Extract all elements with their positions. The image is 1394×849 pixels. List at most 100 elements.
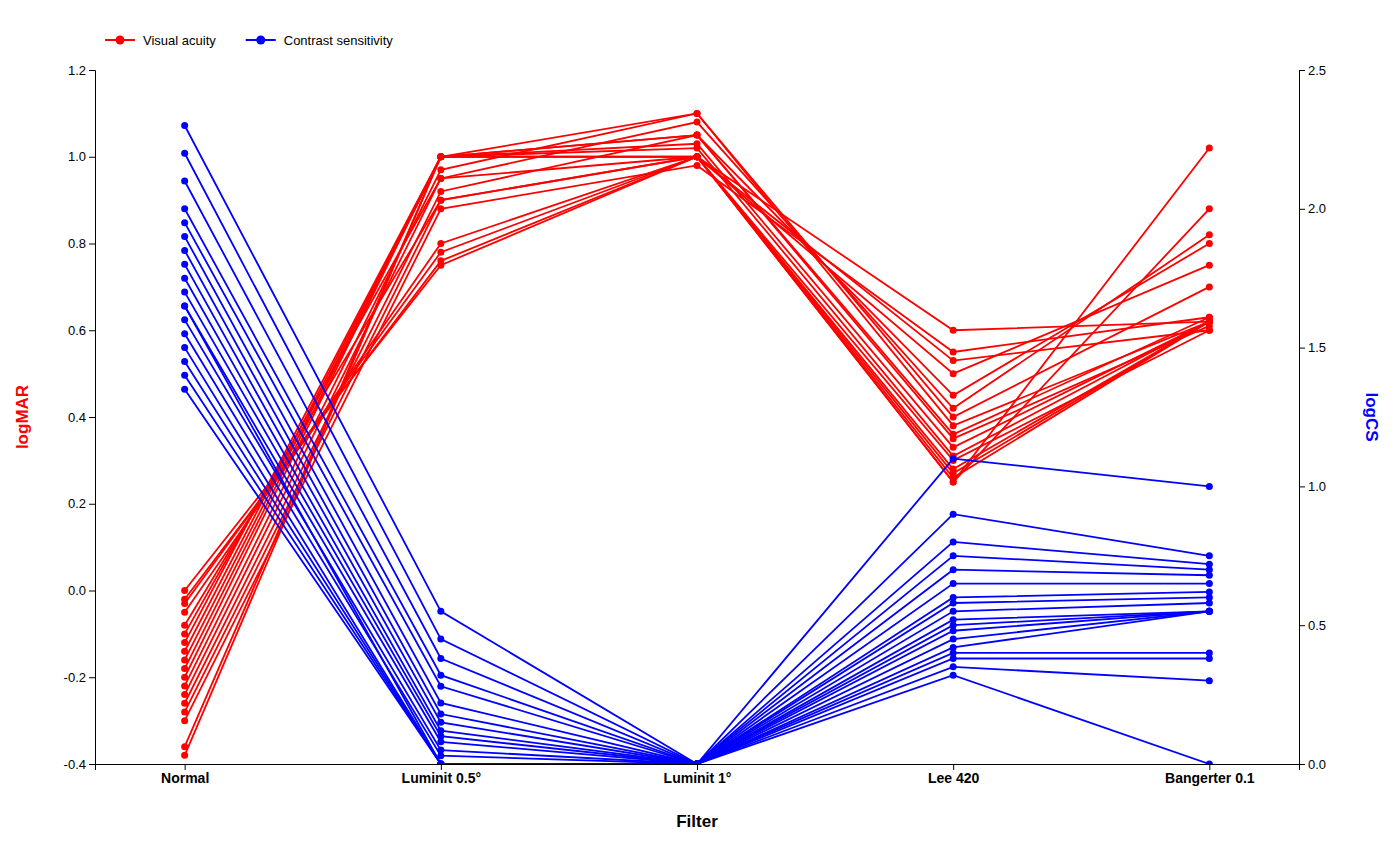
point: [181, 302, 188, 309]
line: [185, 181, 1210, 764]
point: [181, 674, 188, 681]
point: [437, 175, 444, 182]
series: [181, 344, 1213, 764]
series: [181, 153, 1213, 594]
tick-mark: [89, 157, 95, 158]
point: [950, 627, 957, 634]
point: [694, 153, 701, 160]
line: [185, 306, 1210, 764]
point: [181, 691, 188, 698]
tick: 0.4: [68, 410, 95, 425]
legend-item: Contrast sensitivity: [246, 33, 394, 48]
point: [694, 110, 701, 117]
point: [694, 761, 701, 765]
point: [181, 219, 188, 226]
point: [1206, 599, 1213, 606]
series-group: [181, 110, 1213, 764]
point: [694, 132, 701, 139]
tick-label: -0.2: [64, 670, 86, 685]
tick: 2.5: [1299, 63, 1326, 78]
line: [185, 306, 1210, 764]
point: [950, 370, 957, 377]
point: [1206, 318, 1213, 325]
line: [185, 250, 1210, 764]
line: [185, 157, 1210, 756]
point: [181, 622, 188, 629]
point: [694, 153, 701, 160]
line: [185, 389, 1210, 764]
point: [437, 153, 444, 160]
point: [437, 655, 444, 662]
legend-item: Visual acuity: [105, 33, 216, 48]
point: [437, 153, 444, 160]
tick-mark: [1299, 70, 1305, 71]
point: [437, 636, 444, 643]
point: [694, 110, 701, 117]
point: [181, 708, 188, 715]
point: [694, 761, 701, 765]
point: [950, 392, 957, 399]
point: [694, 119, 701, 126]
point: [181, 233, 188, 240]
point: [1206, 318, 1213, 325]
series: [181, 330, 1213, 764]
point: [694, 761, 701, 765]
point: [950, 538, 957, 545]
series: [181, 372, 1213, 764]
series: [181, 132, 1213, 707]
point: [1206, 608, 1213, 615]
point: [181, 372, 188, 379]
line: [185, 157, 1210, 625]
point: [181, 656, 188, 663]
tick-mark: [89, 330, 95, 331]
point: [694, 153, 701, 160]
tick: 0.8: [68, 236, 95, 251]
tick: Lee 420: [928, 764, 980, 786]
tick: Bangerter 0.1: [1165, 764, 1255, 786]
tick-label: 0.5: [1308, 618, 1326, 633]
point: [437, 249, 444, 256]
point: [694, 153, 701, 160]
series: [181, 162, 1213, 724]
point: [181, 302, 188, 309]
point: [694, 761, 701, 765]
point: [950, 405, 957, 412]
point: [181, 150, 188, 157]
line: [185, 157, 1210, 612]
point: [950, 455, 957, 462]
tick-label: 1.0: [1308, 479, 1326, 494]
point: [181, 205, 188, 212]
point: [694, 153, 701, 160]
tick: Luminit 0.5°: [402, 764, 482, 786]
point: [694, 145, 701, 152]
point: [1206, 655, 1213, 662]
point: [181, 316, 188, 323]
point: [181, 648, 188, 655]
point: [694, 761, 701, 765]
point: [1206, 608, 1213, 615]
tick-label: 1.0: [68, 149, 86, 164]
point: [1206, 283, 1213, 290]
point: [1206, 608, 1213, 615]
tick-mark: [89, 70, 95, 71]
point: [181, 122, 188, 129]
point: [950, 672, 957, 679]
line: [185, 264, 1210, 764]
line: [185, 334, 1210, 764]
point: [181, 630, 188, 637]
point: [181, 261, 188, 268]
tick: 2.0: [1299, 201, 1326, 216]
point: [1206, 231, 1213, 238]
point: [1206, 318, 1213, 325]
tick-mark: [89, 591, 95, 592]
point: [950, 327, 957, 334]
series: [181, 219, 1213, 764]
tick-mark: [1299, 625, 1305, 626]
tick-mark: [89, 244, 95, 245]
axis-line: [89, 71, 96, 765]
series: [181, 205, 1213, 764]
point: [950, 422, 957, 429]
point: [950, 348, 957, 355]
point: [181, 609, 188, 616]
point: [437, 153, 444, 160]
